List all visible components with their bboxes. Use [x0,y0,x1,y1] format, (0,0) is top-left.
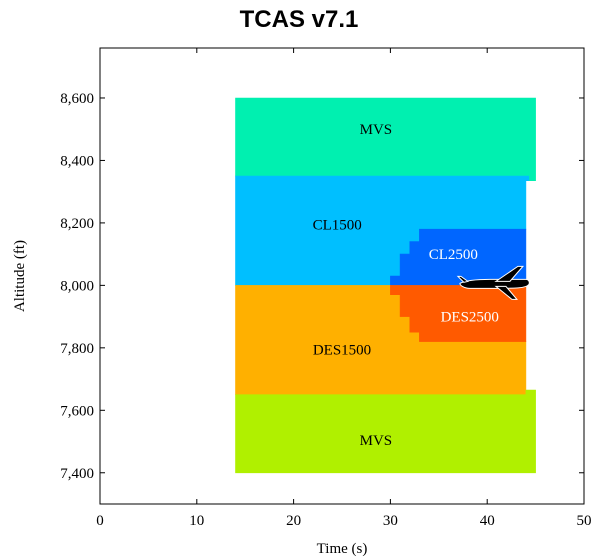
y-tick-label: 7,400 [60,466,94,482]
plot-frame [99,47,585,505]
x-tick-label: 40 [480,513,495,529]
y-tick-label: 8,000 [60,278,94,294]
region-label-cl2500: CL2500 [429,247,478,263]
airplane-icon [456,265,530,300]
x-tick-label: 0 [96,513,104,529]
x-tick-label: 20 [286,513,301,529]
y-axis-label: Altitude (ft) [12,240,28,312]
region-mvs-0 [235,97,536,181]
region-label-mvs: MVS [360,122,393,138]
y-tick-label: 8,400 [60,153,94,169]
y-tick-label: 7,800 [60,341,94,357]
region-label-cl1500: CL1500 [313,217,362,233]
x-tick-label: 50 [577,513,592,529]
chart-title: TCAS v7.1 [239,6,359,33]
y-tick-label: 7,600 [60,403,94,419]
region-cl2500-2 [390,228,527,286]
region-mvs-5 [235,389,536,474]
x-tick-label: 30 [383,513,398,529]
x-tick-label: 10 [189,513,204,529]
region-label-des1500: DES1500 [313,342,371,358]
region-label-des2500: DES2500 [441,310,499,326]
y-tick-label: 8,200 [60,216,94,232]
region-label-mvs: MVS [360,433,393,449]
x-axis-label: Time (s) [317,541,368,557]
y-tick-label: 8,600 [60,91,94,107]
